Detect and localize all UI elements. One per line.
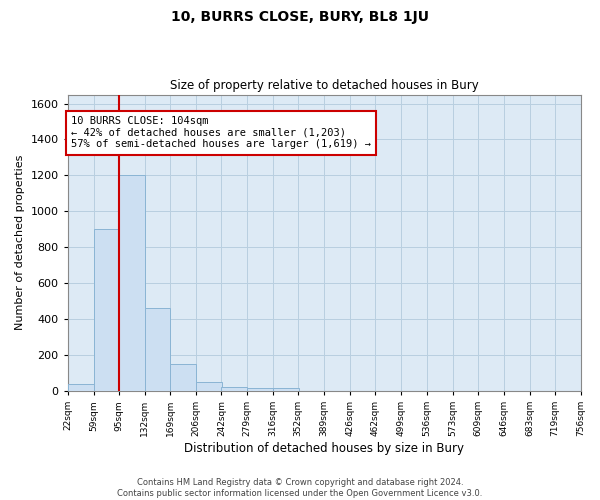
Bar: [273, 388, 299, 391]
Y-axis label: Number of detached properties: Number of detached properties: [15, 155, 25, 330]
Bar: [94, 230, 119, 391]
Bar: [119, 176, 145, 391]
X-axis label: Distribution of detached houses by size in Bury: Distribution of detached houses by size …: [184, 442, 464, 455]
Bar: [221, 386, 247, 391]
Bar: [170, 364, 196, 391]
Bar: [196, 382, 222, 391]
Text: Contains HM Land Registry data © Crown copyright and database right 2024.
Contai: Contains HM Land Registry data © Crown c…: [118, 478, 482, 498]
Bar: [68, 384, 94, 391]
Title: Size of property relative to detached houses in Bury: Size of property relative to detached ho…: [170, 79, 478, 92]
Bar: [247, 388, 273, 391]
Bar: [145, 308, 170, 391]
Text: 10 BURRS CLOSE: 104sqm
← 42% of detached houses are smaller (1,203)
57% of semi-: 10 BURRS CLOSE: 104sqm ← 42% of detached…: [71, 116, 371, 150]
Text: 10, BURRS CLOSE, BURY, BL8 1JU: 10, BURRS CLOSE, BURY, BL8 1JU: [171, 10, 429, 24]
